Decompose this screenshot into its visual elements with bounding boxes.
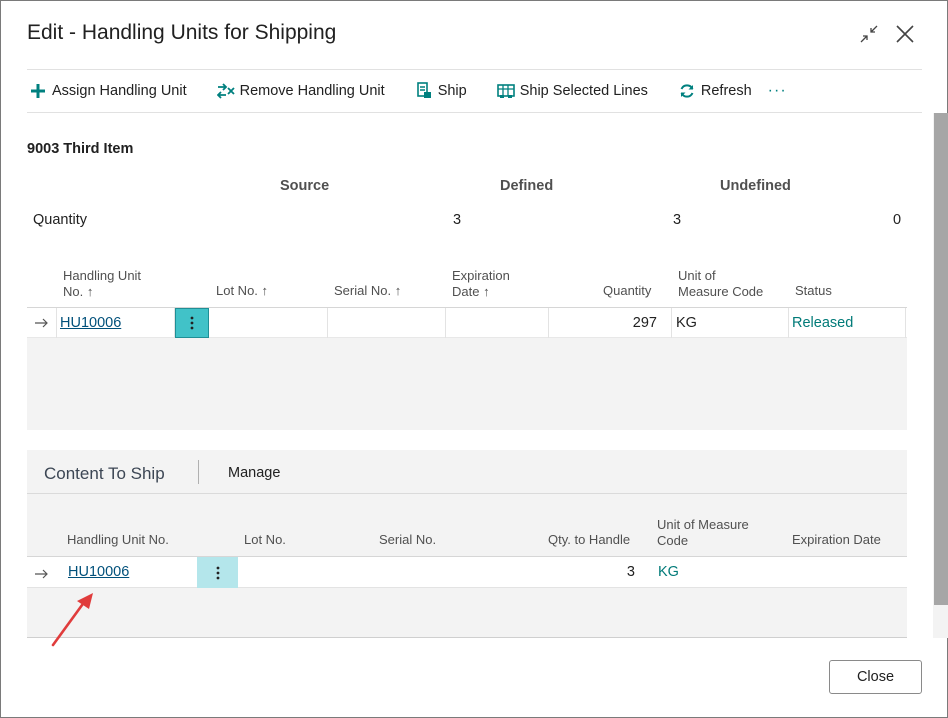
action-toolbar: Assign Handling Unit Remove Handling Uni… <box>27 69 922 113</box>
col-header-hu-line2: No. ↑ <box>63 284 94 299</box>
col-header-exp-line2: Date ↑ <box>452 284 490 299</box>
col-header-serial[interactable]: Serial No. ↑ <box>334 283 402 298</box>
col-header-uom-2[interactable]: Unit of Measure Code <box>657 517 749 549</box>
col-header-exp-line1: Expiration <box>452 268 510 283</box>
cell-expiration[interactable] <box>446 308 549 338</box>
table-row[interactable]: HU10006 297 KG Released <box>27 307 907 338</box>
col-header-lot[interactable]: Lot No. ↑ <box>216 283 269 298</box>
manage-menu[interactable]: Manage <box>228 465 281 481</box>
dialog-title: Edit - Handling Units for Shipping <box>27 21 337 44</box>
refresh-button[interactable]: Refresh <box>676 76 752 106</box>
summary-undefined-value: 0 <box>893 212 902 228</box>
ship-selected-label: Ship Selected Lines <box>519 83 648 99</box>
refresh-label: Refresh <box>700 83 752 99</box>
remove-label: Remove Handling Unit <box>239 83 385 99</box>
ship-icon <box>415 82 433 100</box>
col-header-expiration[interactable]: Expiration Date ↑ <box>452 268 510 300</box>
annotation-arrow-icon <box>51 593 93 647</box>
col-header-hu[interactable]: Handling Unit No. <box>67 532 169 547</box>
col-header-expiration-2[interactable]: Expiration Date <box>792 532 881 547</box>
cell-status: Released <box>789 308 906 338</box>
close-dialog-button[interactable] <box>890 19 920 49</box>
col-header-serial-2[interactable]: Serial No. <box>379 532 437 547</box>
assign-label: Assign Handling Unit <box>52 83 187 99</box>
content-row-actions-button[interactable] <box>197 557 238 588</box>
scrollbar-thumb[interactable] <box>934 113 948 605</box>
summary-header-source: Source <box>280 178 330 194</box>
summary-header-undefined: Undefined <box>720 178 791 194</box>
row-arrow-icon <box>35 569 48 579</box>
remove-handling-unit-button[interactable]: Remove Handling Unit <box>215 76 385 106</box>
row-arrow-icon <box>34 318 48 328</box>
assign-handling-unit-button[interactable]: Assign Handling Unit <box>27 76 187 106</box>
summary-row-label: Quantity <box>33 212 87 228</box>
summary-source-value: 3 <box>453 212 462 228</box>
col-header-lot-2[interactable]: Lot No. <box>244 532 286 547</box>
cell-lot[interactable] <box>209 308 328 338</box>
col-header-uom-line1: Unit of <box>678 268 716 283</box>
item-title: 9003 Third Item <box>27 141 134 157</box>
remove-arrow-icon <box>216 82 235 100</box>
cell-uom[interactable]: KG <box>672 308 789 338</box>
close-icon <box>896 25 914 43</box>
row-actions-button[interactable] <box>175 308 209 338</box>
summary-header-defined: Defined <box>500 178 554 194</box>
row-selector-2[interactable] <box>35 566 49 584</box>
col-header-uom2-line2: Code <box>657 533 689 548</box>
content-to-ship-title[interactable]: Content To Ship <box>44 464 165 483</box>
header-divider <box>198 460 199 484</box>
more-options-button[interactable]: ··· <box>767 82 787 99</box>
ship-selected-lines-button[interactable]: Ship Selected Lines <box>495 76 648 106</box>
col-header-quantity[interactable]: Quantity <box>603 283 652 298</box>
content-hu-link[interactable]: HU10006 <box>68 564 130 580</box>
col-header-qty-to-handle[interactable]: Qty. to Handle <box>548 532 631 547</box>
col-header-uom[interactable]: Unit of Measure Code <box>678 268 763 300</box>
col-header-handling-unit[interactable]: Handling Unit No. ↑ <box>63 268 141 300</box>
vertical-dots-icon <box>216 566 219 579</box>
handling-unit-link[interactable]: HU10006 <box>60 315 122 331</box>
plus-icon <box>29 82 47 100</box>
col-header-uom2-line1: Unit of Measure <box>657 517 749 532</box>
col-header-status[interactable]: Status <box>795 283 832 298</box>
scrollbar[interactable] <box>933 113 948 638</box>
summary-defined-value: 3 <box>673 212 682 228</box>
collapse-icon <box>860 25 878 43</box>
part-header: Content To Ship Manage <box>27 450 907 494</box>
ship-selected-icon <box>496 82 515 100</box>
content-to-ship-part: Content To Ship Manage Handling Unit No.… <box>27 450 907 638</box>
content-uom-cell[interactable]: KG <box>658 564 679 580</box>
cell-quantity[interactable]: 297 <box>549 308 672 338</box>
col-header-uom-line2: Measure Code <box>678 284 764 299</box>
content-qty-cell[interactable]: 3 <box>626 564 635 580</box>
close-button[interactable]: Close <box>829 660 922 694</box>
collapse-button[interactable] <box>854 19 884 49</box>
col-header-hu-line1: Handling Unit <box>63 268 142 283</box>
cell-serial[interactable] <box>328 308 446 338</box>
vertical-dots-icon <box>190 316 194 330</box>
cell-handling-unit[interactable]: HU10006 <box>57 308 175 338</box>
handling-units-grid: HU10006 297 KG Released <box>27 307 907 430</box>
ship-button[interactable]: Ship <box>413 76 467 106</box>
row-selector[interactable] <box>27 308 57 338</box>
refresh-icon <box>678 82 696 100</box>
ship-label: Ship <box>437 83 467 99</box>
table-row[interactable]: HU10006 3 KG <box>27 556 907 588</box>
